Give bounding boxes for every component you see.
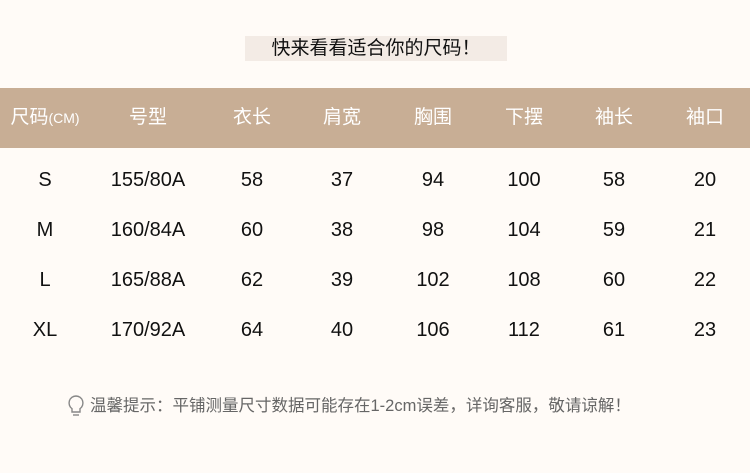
table-cell: 165/88A <box>110 269 186 291</box>
table-cell: 58 <box>602 169 626 191</box>
table-cell: 170/92A <box>110 319 186 341</box>
table-cell: 98 <box>421 219 445 241</box>
column-header-label: 胸围 <box>413 107 452 128</box>
column-header: 衣长 <box>202 88 302 148</box>
column-header: 尺码(CM) <box>0 88 95 148</box>
table-cell: 106 <box>416 319 450 341</box>
column-header-label: 号型 <box>128 107 167 128</box>
column-header-label: 肩宽 <box>322 107 361 128</box>
unit-label: (CM) <box>48 110 80 126</box>
table-cell: 62 <box>240 269 264 291</box>
table-cell: 160/84A <box>110 219 186 241</box>
table-cell: 59 <box>602 219 626 241</box>
column-header-label: 袖口 <box>685 107 724 128</box>
table-cell: 39 <box>330 269 354 291</box>
table-cell: 102 <box>416 269 450 291</box>
table-cell: 60 <box>240 219 264 241</box>
column-header: 胸围 <box>383 88 483 148</box>
table-cell: S <box>38 169 52 191</box>
table-cell: 37 <box>330 169 354 191</box>
table-cell: 58 <box>240 169 264 191</box>
table-cell: 104 <box>507 219 541 241</box>
table-header-band <box>0 88 750 148</box>
table-cell: 38 <box>330 219 354 241</box>
table-cell: 112 <box>508 319 540 341</box>
table-cell: 155/80A <box>110 169 186 191</box>
column-header-label: 袖长 <box>594 107 633 128</box>
column-header-label: 下摆 <box>504 107 543 128</box>
column-header: 下摆 <box>474 88 574 148</box>
table-cell: 22 <box>693 269 717 291</box>
table-cell: XL <box>32 319 58 341</box>
table-cell: 61 <box>602 319 626 341</box>
table-cell: 108 <box>507 269 541 291</box>
table-cell: L <box>39 269 51 291</box>
table-cell: M <box>36 219 54 241</box>
column-header-label: 尺码 <box>10 107 49 128</box>
lightbulb-icon <box>68 395 84 416</box>
column-header: 号型 <box>98 88 198 148</box>
page-title: 快来看看适合你的尺码！ <box>245 36 507 61</box>
column-header: 袖口 <box>655 88 750 148</box>
column-header: 袖长 <box>564 88 664 148</box>
table-cell: 40 <box>330 319 354 341</box>
tip-note: 温馨提示：平铺测量尺寸数据可能存在1-2cm误差，详询客服，敬请谅解！ <box>66 393 631 419</box>
table-cell: 64 <box>240 319 264 341</box>
table-cell: 23 <box>693 319 717 341</box>
column-header-label: 衣长 <box>232 107 271 128</box>
tip-text: 温馨提示：平铺测量尺寸数据可能存在1-2cm误差，详询客服，敬请谅解！ <box>90 397 631 415</box>
column-header: 肩宽 <box>292 88 392 148</box>
table-cell: 100 <box>507 169 541 191</box>
table-cell: 21 <box>693 219 717 241</box>
table-cell: 60 <box>602 269 626 291</box>
table-cell: 94 <box>421 169 445 191</box>
table-cell: 20 <box>693 169 717 191</box>
